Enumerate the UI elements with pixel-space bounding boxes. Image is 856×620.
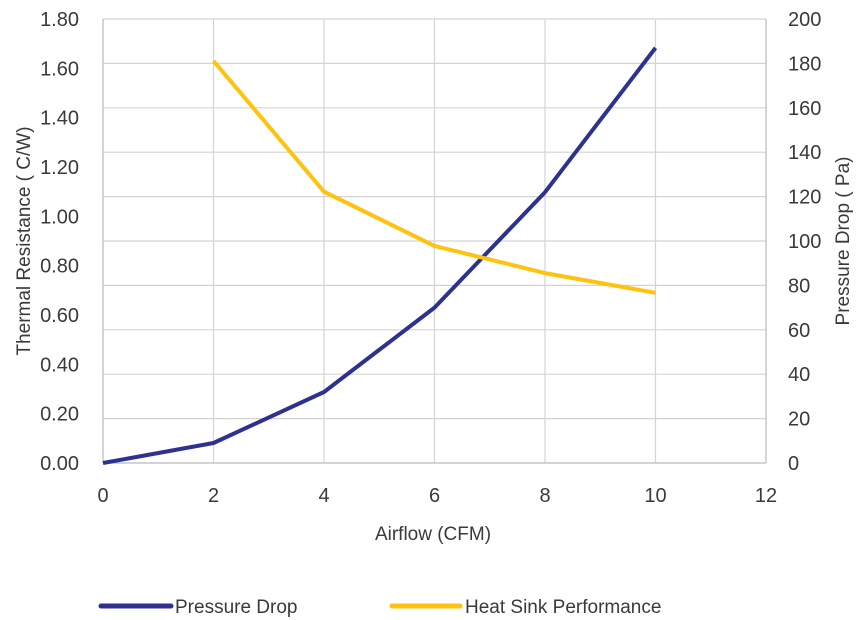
right-y-tick-label: 200 [788, 9, 821, 31]
axes [102, 19, 767, 464]
legend-label-pressure-drop: Pressure Drop [175, 597, 298, 618]
series-line-pressure-drop [102, 46, 658, 465]
series-line-heat-sink-performance [211, 59, 656, 295]
left-y-tick-label: 1.80 [40, 9, 79, 31]
left-y-tick-label: 1.40 [40, 108, 79, 130]
grid-lines [102, 18, 767, 464]
right-y-tick-label: 40 [788, 364, 810, 386]
legend: Pressure Drop Heat Sink Performance [98, 597, 661, 618]
x-tick-label: 6 [429, 485, 440, 507]
legend-item-pressure-drop: Pressure Drop [98, 597, 298, 618]
left-y-tick-label: 0.80 [40, 256, 79, 278]
legend-item-heat-sink-performance: Heat Sink Performance [389, 597, 661, 618]
x-tick-label: 2 [208, 485, 219, 507]
right-y-tick-label: 160 [788, 98, 821, 120]
x-tick-label: 10 [644, 485, 666, 507]
x-tick-label: 0 [97, 485, 108, 507]
left-y-tick-label: 0.00 [40, 453, 79, 475]
left-y-tick-label: 0.20 [40, 404, 79, 426]
right-y-tick-label: 140 [788, 142, 821, 164]
right-y-tick-label: 60 [788, 320, 810, 342]
right-y-tick-label: 180 [788, 53, 821, 75]
legend-label-heat-sink-performance: Heat Sink Performance [465, 597, 661, 618]
right-y-tick-label: 80 [788, 275, 810, 297]
left-y-tick-label: 1.20 [40, 157, 79, 179]
right-y-tick-label: 100 [788, 231, 821, 253]
right-y-tick-label: 0 [788, 453, 799, 475]
left-y-tick-label: 1.60 [40, 58, 79, 80]
right-y-axis-title: Pressure Drop ( Pa) [833, 157, 854, 326]
x-tick-label: 4 [318, 485, 329, 507]
series-lines [102, 46, 658, 465]
right-y-tick-label: 20 [788, 409, 810, 431]
left-y-tick-label: 0.40 [40, 354, 79, 376]
tick-labels: 0 2 4 6 8 10 12 0.00 0.20 0.40 0.60 0.80 1.00 1.20 1.4… [40, 9, 821, 507]
left-y-tick-label: 1.00 [40, 206, 79, 228]
x-tick-label: 8 [539, 485, 550, 507]
right-y-tick-label: 120 [788, 187, 821, 209]
x-tick-label: 12 [755, 485, 777, 507]
left-y-axis-title: Thermal Resistance ( C/W) [14, 126, 35, 355]
x-axis-title: Airflow (CFM) [375, 524, 491, 545]
left-y-tick-label: 0.60 [40, 305, 79, 327]
